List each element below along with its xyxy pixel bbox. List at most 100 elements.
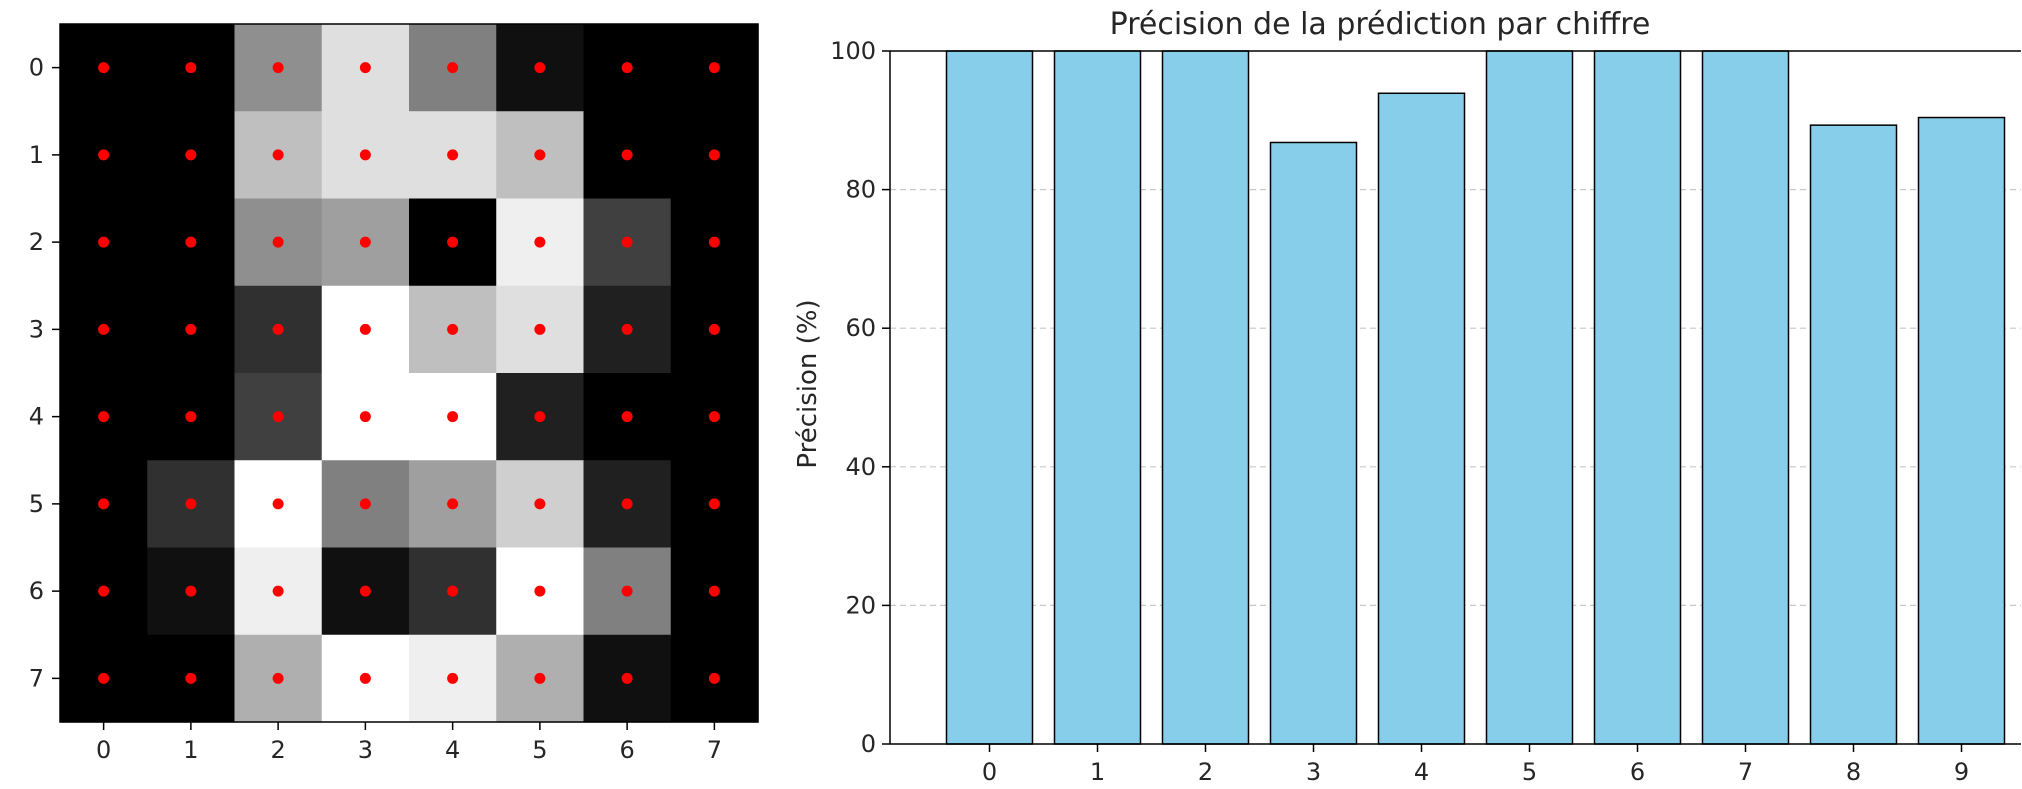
x-tick-label: 6 xyxy=(1630,758,1645,786)
marker-point xyxy=(447,498,459,510)
marker-point xyxy=(359,149,371,161)
y-tick-label: 7 xyxy=(29,664,44,692)
marker-point xyxy=(98,498,110,510)
y-tick-label: 3 xyxy=(29,315,44,343)
bar xyxy=(1053,50,1142,745)
marker-point xyxy=(98,62,110,74)
marker-point xyxy=(185,672,197,684)
marker-point xyxy=(534,149,546,161)
marker-point xyxy=(708,672,720,684)
x-tick-label: 4 xyxy=(445,736,460,764)
bar xyxy=(1701,50,1790,745)
marker-point xyxy=(708,323,720,335)
marker-point xyxy=(98,323,110,335)
marker-point xyxy=(272,585,284,597)
marker-point xyxy=(708,62,720,74)
x-tick-label: 3 xyxy=(358,736,373,764)
marker-point xyxy=(708,411,720,423)
marker-point xyxy=(447,411,459,423)
marker-point xyxy=(534,236,546,248)
y-tick-label: 0 xyxy=(861,730,876,758)
marker-point xyxy=(359,585,371,597)
y-tick-label: 2 xyxy=(29,228,44,256)
marker-point xyxy=(447,323,459,335)
marker-point xyxy=(534,62,546,74)
marker-point xyxy=(708,498,720,510)
bar xyxy=(1593,50,1682,745)
marker-point xyxy=(359,411,371,423)
marker-point xyxy=(534,585,546,597)
marker-point xyxy=(185,236,197,248)
marker-point xyxy=(185,498,197,510)
x-tick-label: 4 xyxy=(1414,758,1429,786)
marker-point xyxy=(621,411,633,423)
marker-point xyxy=(621,149,633,161)
x-tick-label: 3 xyxy=(1306,758,1321,786)
marker-point xyxy=(447,672,459,684)
y-tick-label: 5 xyxy=(29,490,44,518)
marker-point xyxy=(621,323,633,335)
y-tick-label: 100 xyxy=(830,37,876,65)
x-tick-label: 7 xyxy=(1738,758,1753,786)
bar xyxy=(1269,141,1358,745)
y-tick-label: 4 xyxy=(29,403,44,431)
marker-point xyxy=(708,585,720,597)
x-tick-label: 0 xyxy=(982,758,997,786)
marker-point xyxy=(98,411,110,423)
marker-point xyxy=(272,323,284,335)
marker-point xyxy=(272,498,284,510)
y-tick-label: 20 xyxy=(845,591,876,619)
bar xyxy=(1161,50,1250,745)
bar xyxy=(1809,124,1898,745)
digit-heatmap: 0 1 2 3 4 5 6 7 0 1 2 3 4 5 6 7 xyxy=(29,23,759,764)
y-tick-label: 0 xyxy=(29,54,44,82)
marker-point xyxy=(98,236,110,248)
marker-point xyxy=(621,585,633,597)
marker-point xyxy=(272,236,284,248)
marker-point xyxy=(708,236,720,248)
marker-point xyxy=(447,236,459,248)
marker-point xyxy=(98,585,110,597)
x-tick-label: 1 xyxy=(1090,758,1105,786)
marker-point xyxy=(359,672,371,684)
marker-point xyxy=(534,498,546,510)
marker-point xyxy=(621,236,633,248)
x-tick-label: 7 xyxy=(707,736,722,764)
marker-point xyxy=(447,149,459,161)
marker-point xyxy=(185,149,197,161)
y-tick-label: 80 xyxy=(845,176,876,204)
marker-point xyxy=(185,62,197,74)
marker-point xyxy=(447,585,459,597)
chart-title: Précision de la prédiction par chiffre xyxy=(1110,7,1651,42)
marker-point xyxy=(359,236,371,248)
marker-point xyxy=(98,672,110,684)
y-axis-label: Précision (%) xyxy=(793,299,823,468)
x-tick-label: 5 xyxy=(532,736,547,764)
marker-point xyxy=(621,498,633,510)
x-tick-label: 8 xyxy=(1846,758,1861,786)
y-tick-label: 60 xyxy=(845,314,876,342)
marker-point xyxy=(359,323,371,335)
x-tick-label: 9 xyxy=(1954,758,1969,786)
x-tick-label: 0 xyxy=(96,736,111,764)
marker-point xyxy=(272,62,284,74)
marker-point xyxy=(534,672,546,684)
marker-point xyxy=(621,672,633,684)
marker-point xyxy=(708,149,720,161)
x-tick-label: 2 xyxy=(270,736,285,764)
marker-point xyxy=(447,62,459,74)
marker-point xyxy=(272,411,284,423)
bar xyxy=(1485,50,1574,745)
marker-point xyxy=(272,149,284,161)
y-tick-label: 6 xyxy=(29,577,44,605)
x-tick-label: 6 xyxy=(619,736,634,764)
marker-point xyxy=(359,498,371,510)
bar xyxy=(945,50,1034,745)
marker-point xyxy=(359,62,371,74)
bar xyxy=(1377,92,1466,745)
marker-point xyxy=(534,411,546,423)
bar xyxy=(1917,116,2006,745)
heatmap-frame xyxy=(59,23,759,723)
x-tick-label: 5 xyxy=(1522,758,1537,786)
